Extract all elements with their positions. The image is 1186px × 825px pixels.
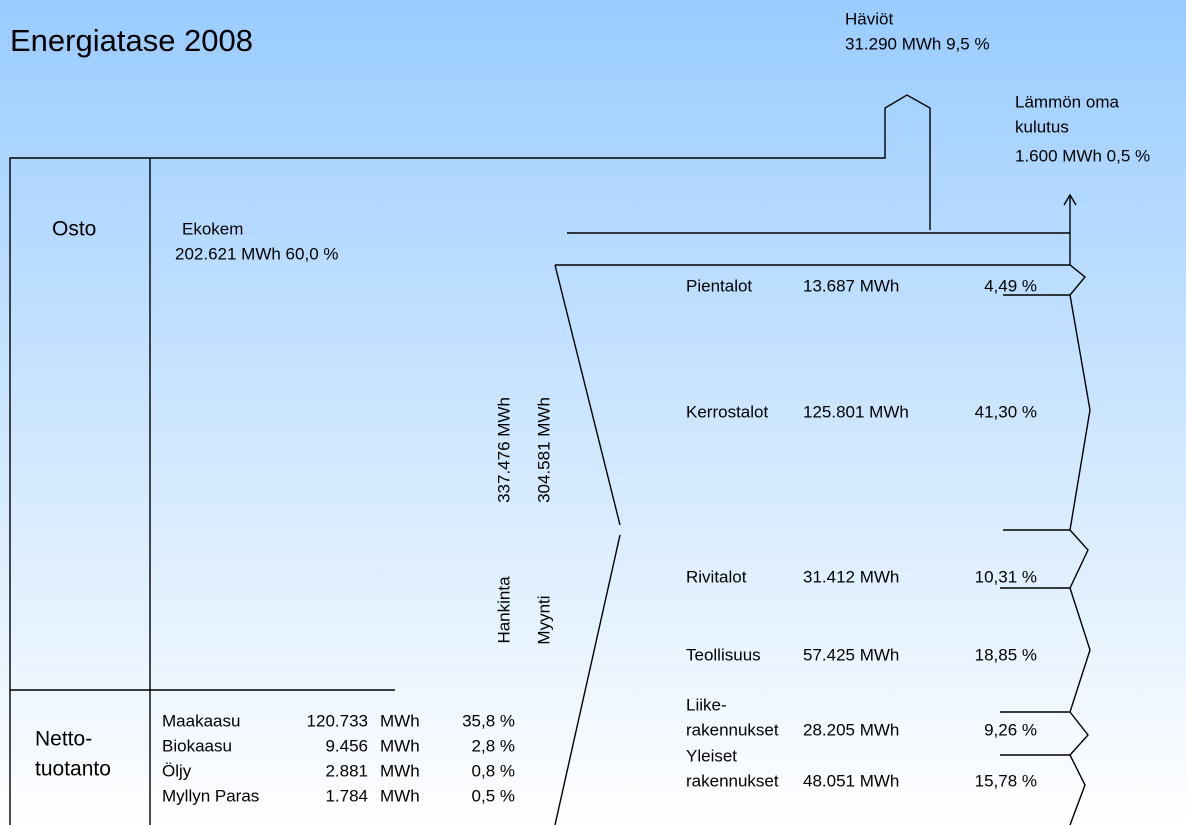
purchase-source: Ekokem — [182, 219, 243, 238]
sales-value: 48.051 MWh — [803, 771, 899, 790]
sales-label: Myynti — [534, 595, 553, 644]
sales-value: 57.425 MWh — [803, 645, 899, 664]
sales-name: rakennukset — [686, 720, 779, 739]
sales-value: 31.412 MWh — [803, 567, 899, 586]
production-amount: 1.784 — [325, 786, 368, 805]
purchase-value: 202.621 MWh 60,0 % — [175, 244, 338, 263]
sales-value: 125.801 MWh — [803, 402, 909, 421]
sales-name: Liike- — [686, 695, 727, 714]
sales-name: Teollisuus — [686, 645, 761, 664]
sales-percent: 41,30 % — [975, 402, 1037, 421]
sales-name: Pientalot — [686, 276, 752, 295]
production-name: Öljy — [162, 761, 192, 780]
production-amount: 2.881 — [325, 761, 368, 780]
sales-percent: 18,85 % — [975, 645, 1037, 664]
production-unit: MWh — [380, 711, 420, 730]
production-unit: MWh — [380, 786, 420, 805]
production-percent: 0,8 % — [472, 761, 515, 780]
sales-value: 13.687 MWh — [803, 276, 899, 295]
production-unit: MWh — [380, 761, 420, 780]
production-label: Netto- — [35, 728, 92, 751]
production-label: tuotanto — [35, 758, 111, 781]
sales-name: Yleiset — [686, 746, 737, 765]
production-amount: 120.733 — [307, 711, 368, 730]
production-percent: 35,8 % — [462, 711, 515, 730]
title: Energiatase 2008 — [10, 23, 253, 58]
own-use-label: Lämmön oma — [1015, 92, 1119, 111]
sales-name: rakennukset — [686, 771, 779, 790]
sales-value: 304.581 MWh — [534, 397, 553, 503]
production-name: Maakaasu — [162, 711, 240, 730]
supply-value: 337.476 MWh — [494, 397, 513, 503]
sales-percent: 9,26 % — [984, 720, 1037, 739]
production-unit: MWh — [380, 736, 420, 755]
production-percent: 2,8 % — [472, 736, 515, 755]
flow-lines — [9, 94, 1091, 825]
losses-value: 31.290 MWh 9,5 % — [845, 34, 990, 53]
production-name: Myllyn Paras — [162, 786, 259, 805]
sales-percent: 10,31 % — [975, 567, 1037, 586]
purchase-label: Osto — [52, 218, 96, 241]
own-use-label: kulutus — [1015, 117, 1069, 136]
supply-label: Hankinta — [494, 576, 513, 644]
sales-percent: 4,49 % — [984, 276, 1037, 295]
sales-percent: 15,78 % — [975, 771, 1037, 790]
sales-name: Rivitalot — [686, 567, 747, 586]
sales-name: Kerrostalot — [686, 402, 768, 421]
production-percent: 0,5 % — [472, 786, 515, 805]
production-name: Biokaasu — [162, 736, 232, 755]
losses-label: Häviöt — [845, 9, 893, 28]
sales-value: 28.205 MWh — [803, 720, 899, 739]
own-use-value: 1.600 MWh 0,5 % — [1015, 146, 1150, 165]
production-amount: 9.456 — [325, 736, 368, 755]
